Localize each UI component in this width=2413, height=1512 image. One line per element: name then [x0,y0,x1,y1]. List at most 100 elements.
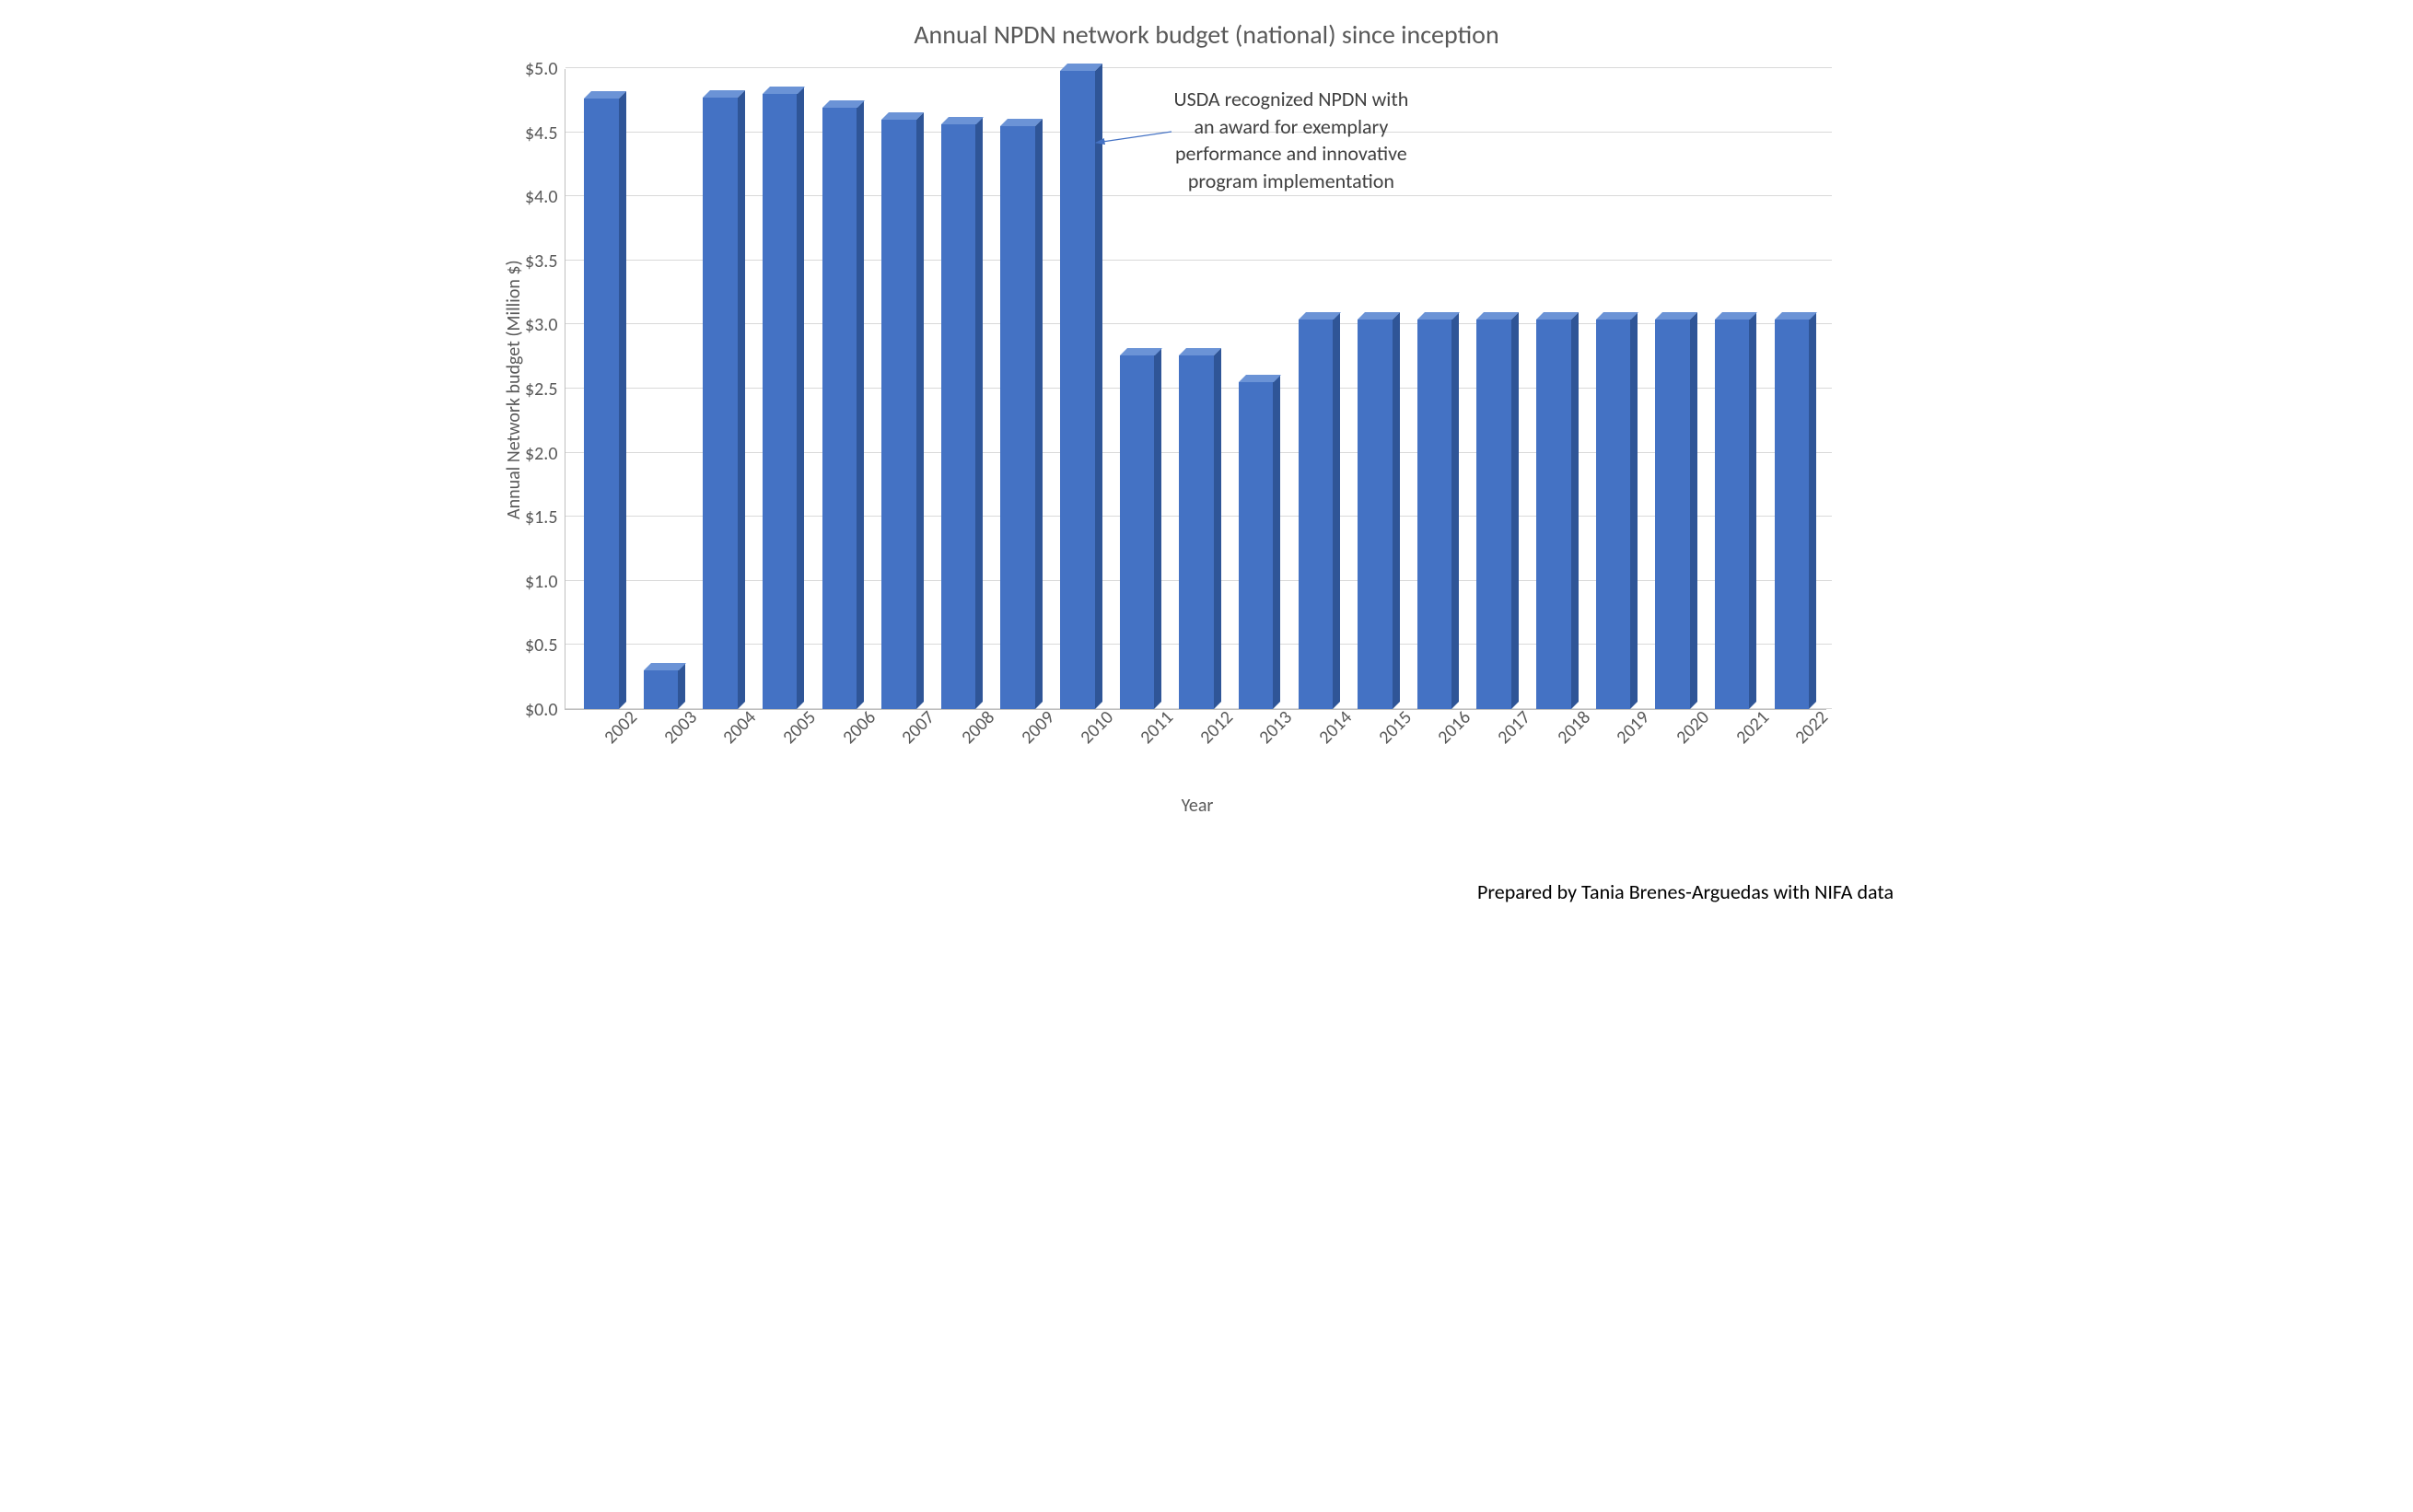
x-tick-label: 2015 [1358,706,1416,764]
bar-side-face [1511,312,1519,709]
bar-top-face [1596,312,1638,320]
bar [1000,126,1035,709]
x-tick-label: 2022 [1776,706,1834,764]
x-tick-label: 2003 [644,706,702,764]
annotation-arrow [1087,122,1181,152]
bar-top-face [644,663,686,670]
x-tick-label: 2019 [1597,706,1655,764]
footer-credit: Prepared by Tania Brenes-Arguedas with N… [1477,879,1894,904]
bar-slot [1523,69,1583,709]
bar-top-face [763,87,805,94]
bar-top-face [1775,312,1817,320]
bar-top-face [1536,312,1579,320]
bar-front [941,124,976,709]
bar-side-face [1571,312,1579,709]
bar-slot [988,69,1048,709]
x-tick-label: 2005 [763,706,821,764]
bar-slot [1583,69,1643,709]
chart-title: Annual NPDN network budget (national) si… [497,18,1916,51]
annotation-line: performance and innovative [1173,140,1408,168]
bar [644,670,679,709]
bar-side-face [1451,312,1459,709]
bar [1476,320,1511,709]
bar-side-face [1630,312,1638,709]
bar-top-face [1060,64,1102,71]
bar-front [881,120,916,709]
bar-side-face [916,112,924,709]
bar-slot [810,69,869,709]
bar-side-face [1214,348,1221,709]
bar-front [1655,320,1690,709]
bar-slot [1405,69,1464,709]
bar-front [1775,320,1810,709]
bar [1239,382,1274,709]
x-tick-label: 2002 [584,706,642,764]
bar-top-face [822,100,865,108]
bar-front [703,98,738,709]
bar-top-face [1299,312,1341,320]
x-tick-label: 2004 [704,706,762,764]
bar-slot [869,69,929,709]
bar [822,108,857,709]
bar-side-face [1273,375,1280,709]
bar [1536,320,1571,709]
bar-slot [1107,69,1167,709]
x-tick-label: 2021 [1716,706,1774,764]
x-tick-label: 2016 [1418,706,1476,764]
bar [1417,320,1452,709]
bar-slot [631,69,691,709]
plot-area: USDA recognized NPDN withan award for ex… [565,69,1826,710]
x-tick-label: 2010 [1061,706,1119,764]
bar-front [1179,355,1214,709]
bar-front [1299,320,1334,709]
bar-side-face [1749,312,1756,709]
bar [584,99,619,709]
bar [881,120,916,709]
x-tick-label: 2006 [822,706,880,764]
bar-slot [1464,69,1524,709]
bar [1715,320,1750,709]
bar-top-face [1417,312,1460,320]
x-tick-label: 2014 [1299,706,1357,764]
bar [763,94,798,709]
x-axis-ticks: 2002200320042005200620072008200920102011… [566,719,1828,741]
bar-slot [928,69,988,709]
chart-container: Annual NPDN network budget (national) si… [497,18,1916,902]
annotation-line: USDA recognized NPDN with [1173,86,1408,113]
bar-top-face [1120,348,1162,355]
x-tick-label: 2018 [1537,706,1595,764]
bar-slot [691,69,751,709]
bar-front [1060,71,1095,709]
y-axis-ticks: $5.0$4.5$4.0$3.5$3.0$2.5$2.0$1.5$1.0$0.5… [525,69,565,710]
bar-slot [571,69,631,709]
bar [1358,320,1393,709]
bar-front [1596,320,1631,709]
bar-side-face [1095,64,1102,709]
bar-front [1715,320,1750,709]
bar-slot [1047,69,1107,709]
bar-side-face [678,663,685,709]
bar [1596,320,1631,709]
bar-side-face [1393,312,1400,709]
x-tick-label: 2013 [1240,706,1298,764]
bar-slot [1762,69,1822,709]
bar-front [1239,382,1274,709]
bar [1060,71,1095,709]
annotation-text: USDA recognized NPDN withan award for ex… [1173,86,1408,195]
y-axis-label: Annual Network budget (Million $) [497,69,525,710]
bar-slot [1643,69,1703,709]
bar [703,98,738,709]
bar [1655,320,1690,709]
bar-side-face [975,117,983,709]
bar-front [763,94,798,709]
x-tick-label: 2007 [882,706,940,764]
bar [1299,320,1334,709]
annotation-line: an award for exemplary [1173,113,1408,141]
bar-side-face [1690,312,1697,709]
plot-wrapper: Annual Network budget (Million $) $5.0$4… [497,69,1916,710]
bar-side-face [1333,312,1340,709]
bar-side-face [1035,119,1043,709]
bar-front [644,670,679,709]
x-tick-label: 2011 [1120,706,1178,764]
bar-top-face [1715,312,1757,320]
